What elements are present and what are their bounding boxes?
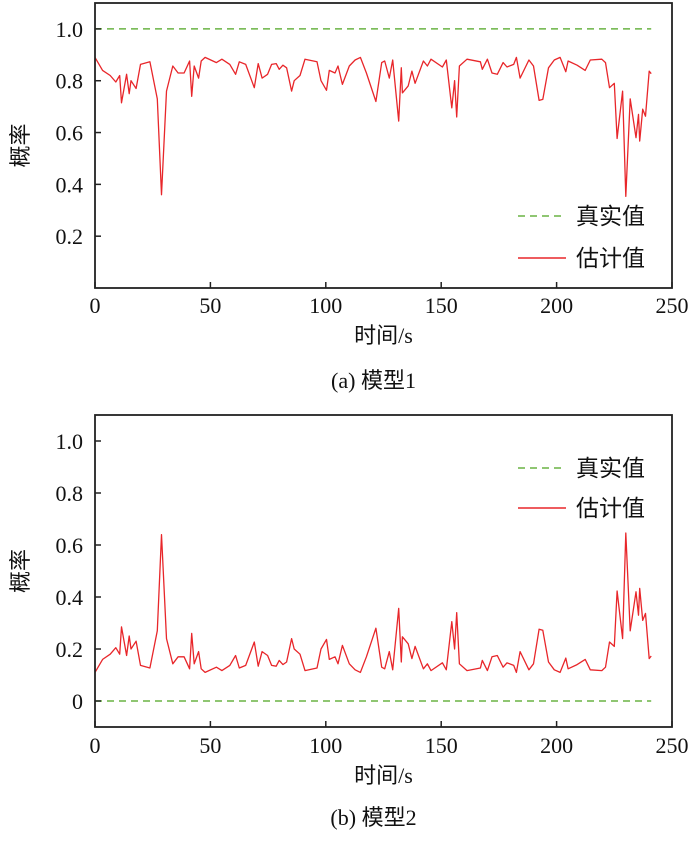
subplot-2: 0 50 100 150 200 250 0 0.2 0.4 0.6 0.8 1.0 时间/s 概率 (b)…: [8, 414, 689, 830]
y-tick-label: 0: [72, 689, 83, 714]
y-tick-label: 1.0: [56, 429, 84, 454]
x-tick-label: 250: [656, 733, 689, 758]
y-axis-label: 概率: [8, 123, 33, 167]
subplot-1: 0 50 100 150 200 250 0.2 0.4 0.6 0.8 1.0 时间/s 概率 (a) …: [8, 2, 689, 393]
x-tick-label: 100: [309, 293, 342, 318]
y-tick-label: 0.2: [56, 224, 84, 249]
x-tick-label: 200: [540, 293, 573, 318]
y-tick-label: 0.4: [56, 172, 84, 197]
legend-label: 估计值: [576, 496, 645, 521]
y-tick-label: 0.2: [56, 637, 84, 662]
x-tick-label: 50: [199, 293, 221, 318]
y-axis-label: 概率: [8, 549, 33, 593]
legend-label: 真实值: [576, 204, 645, 229]
y-tick-label: 0.6: [56, 121, 84, 146]
y-tick-label: 0.8: [56, 481, 84, 506]
x-tick-label: 250: [656, 293, 689, 318]
x-tick-label: 150: [425, 733, 458, 758]
y-tick-label: 0.8: [56, 69, 84, 94]
plot-frame: [94, 414, 673, 728]
estimate-line: [94, 56, 652, 197]
x-tick-label: 50: [199, 733, 221, 758]
x-tick-label: 200: [540, 733, 573, 758]
x-axis-label: 时间/s: [354, 323, 413, 348]
estimate-line: [94, 532, 652, 674]
subplot-caption: (b) 模型2: [330, 805, 416, 830]
x-axis-label: 时间/s: [354, 763, 413, 788]
y-tick-label: 1.0: [56, 17, 84, 42]
x-tick-label: 100: [309, 733, 342, 758]
y-tick-label: 0.6: [56, 533, 84, 558]
x-tick-label: 0: [90, 733, 101, 758]
legend-label: 真实值: [576, 456, 645, 481]
y-tick-label: 0.4: [56, 585, 84, 610]
legend-label: 估计值: [576, 246, 645, 271]
plot-frame: [94, 2, 673, 289]
x-tick-label: 0: [90, 293, 101, 318]
subplot-caption: (a) 模型1: [331, 368, 416, 393]
x-tick-label: 150: [425, 293, 458, 318]
